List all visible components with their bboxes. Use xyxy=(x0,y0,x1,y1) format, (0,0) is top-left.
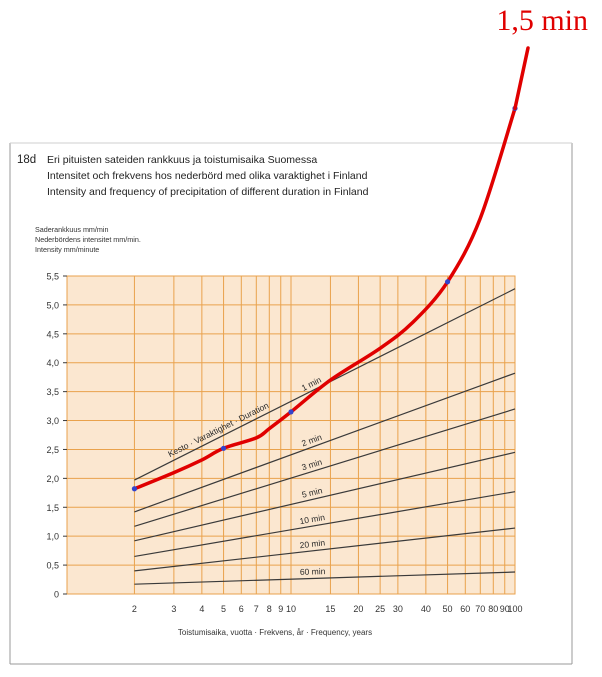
highlight-annotation: 1,5 min xyxy=(496,4,588,37)
x-tick-label: 50 xyxy=(443,604,453,614)
y-axis-label-line: Nederbördens intensitet mm/min. xyxy=(35,235,141,244)
x-tick-label: 4 xyxy=(199,604,204,614)
x-tick-label: 20 xyxy=(353,604,363,614)
highlight-marker-point xyxy=(288,409,294,415)
annotation-leader-line xyxy=(513,46,530,111)
x-tick-label: 100 xyxy=(507,604,522,614)
title-line: Eri pituisten sateiden rankkuus ja toist… xyxy=(47,154,317,166)
y-tick-label: 5,0 xyxy=(46,300,59,310)
duration-line xyxy=(134,372,516,513)
chart-title: 18d Eri pituisten sateiden rankkuus ja to… xyxy=(17,154,369,198)
highlight-curve-line xyxy=(132,106,517,491)
x-tick-label: 10 xyxy=(286,604,296,614)
duration-line-label: 60 min xyxy=(300,566,326,577)
duration-line xyxy=(134,571,516,585)
y-tick-label: 1,5 xyxy=(46,503,59,513)
x-tick-label: 25 xyxy=(375,604,385,614)
duration-line xyxy=(134,527,516,572)
x-tick-label: 90 xyxy=(500,604,510,614)
x-tick-label: 70 xyxy=(475,604,485,614)
x-tick-label: 8 xyxy=(267,604,272,614)
x-tick-label: 6 xyxy=(239,604,244,614)
duration-line xyxy=(134,491,516,558)
x-tick-label: 5 xyxy=(221,604,226,614)
x-tick-label: 15 xyxy=(325,604,335,614)
x-tick-label: 80 xyxy=(488,604,498,614)
figure-number: 18d xyxy=(17,154,36,166)
plot-border xyxy=(66,275,516,595)
axes: 00,51,01,52,02,53,03,54,04,55,05,52 3 4 5 6 7… xyxy=(35,225,523,637)
y-tick-label: 0,5 xyxy=(46,561,59,571)
x-tick-label: 3 xyxy=(171,604,176,614)
y-tick-label: 4,0 xyxy=(46,358,59,368)
y-tick-label: 3,5 xyxy=(46,387,59,397)
duration-line-label: 5 min xyxy=(301,485,324,500)
y-tick-label: 2,5 xyxy=(46,445,59,455)
title-line: Intensitet och frekvens hos nederbörd me… xyxy=(47,170,368,182)
grid xyxy=(66,275,516,595)
x-tick-label: 40 xyxy=(421,604,431,614)
y-tick-label: 3,0 xyxy=(46,416,59,426)
highlight-curve xyxy=(131,46,530,492)
y-tick-label: 5,5 xyxy=(46,272,59,282)
x-tick-label: 60 xyxy=(460,604,470,614)
figure-frame xyxy=(9,142,573,665)
highlight-marker-point xyxy=(444,279,451,285)
y-tick-label: 4,5 xyxy=(46,329,59,339)
x-tick-label: 7 xyxy=(254,604,259,614)
highlight-marker-point xyxy=(131,486,138,492)
y-tick-label: 1,0 xyxy=(46,532,59,542)
y-tick-label: 0 xyxy=(54,590,59,600)
x-axis-label: Toistumisaika, vuotta · Frekvens, år · F… xyxy=(178,628,372,637)
y-axis-label-line: Intensity mm/minute xyxy=(35,245,99,254)
duration-line-label: 20 min xyxy=(299,537,326,550)
x-tick-label: 30 xyxy=(393,604,403,614)
title-line: Intensity and frequency of precipitation… xyxy=(47,186,369,198)
duration-line xyxy=(134,408,516,527)
duration-line xyxy=(134,451,516,542)
y-axis-label-line: Saderankkuus mm/min xyxy=(35,225,109,234)
x-tick-label: 9 xyxy=(278,604,283,614)
highlight-marker-point xyxy=(220,445,227,451)
duration-line-label: 10 min xyxy=(299,512,326,526)
y-tick-label: 2,0 xyxy=(46,474,59,484)
x-tick-label: 2 xyxy=(132,604,137,614)
